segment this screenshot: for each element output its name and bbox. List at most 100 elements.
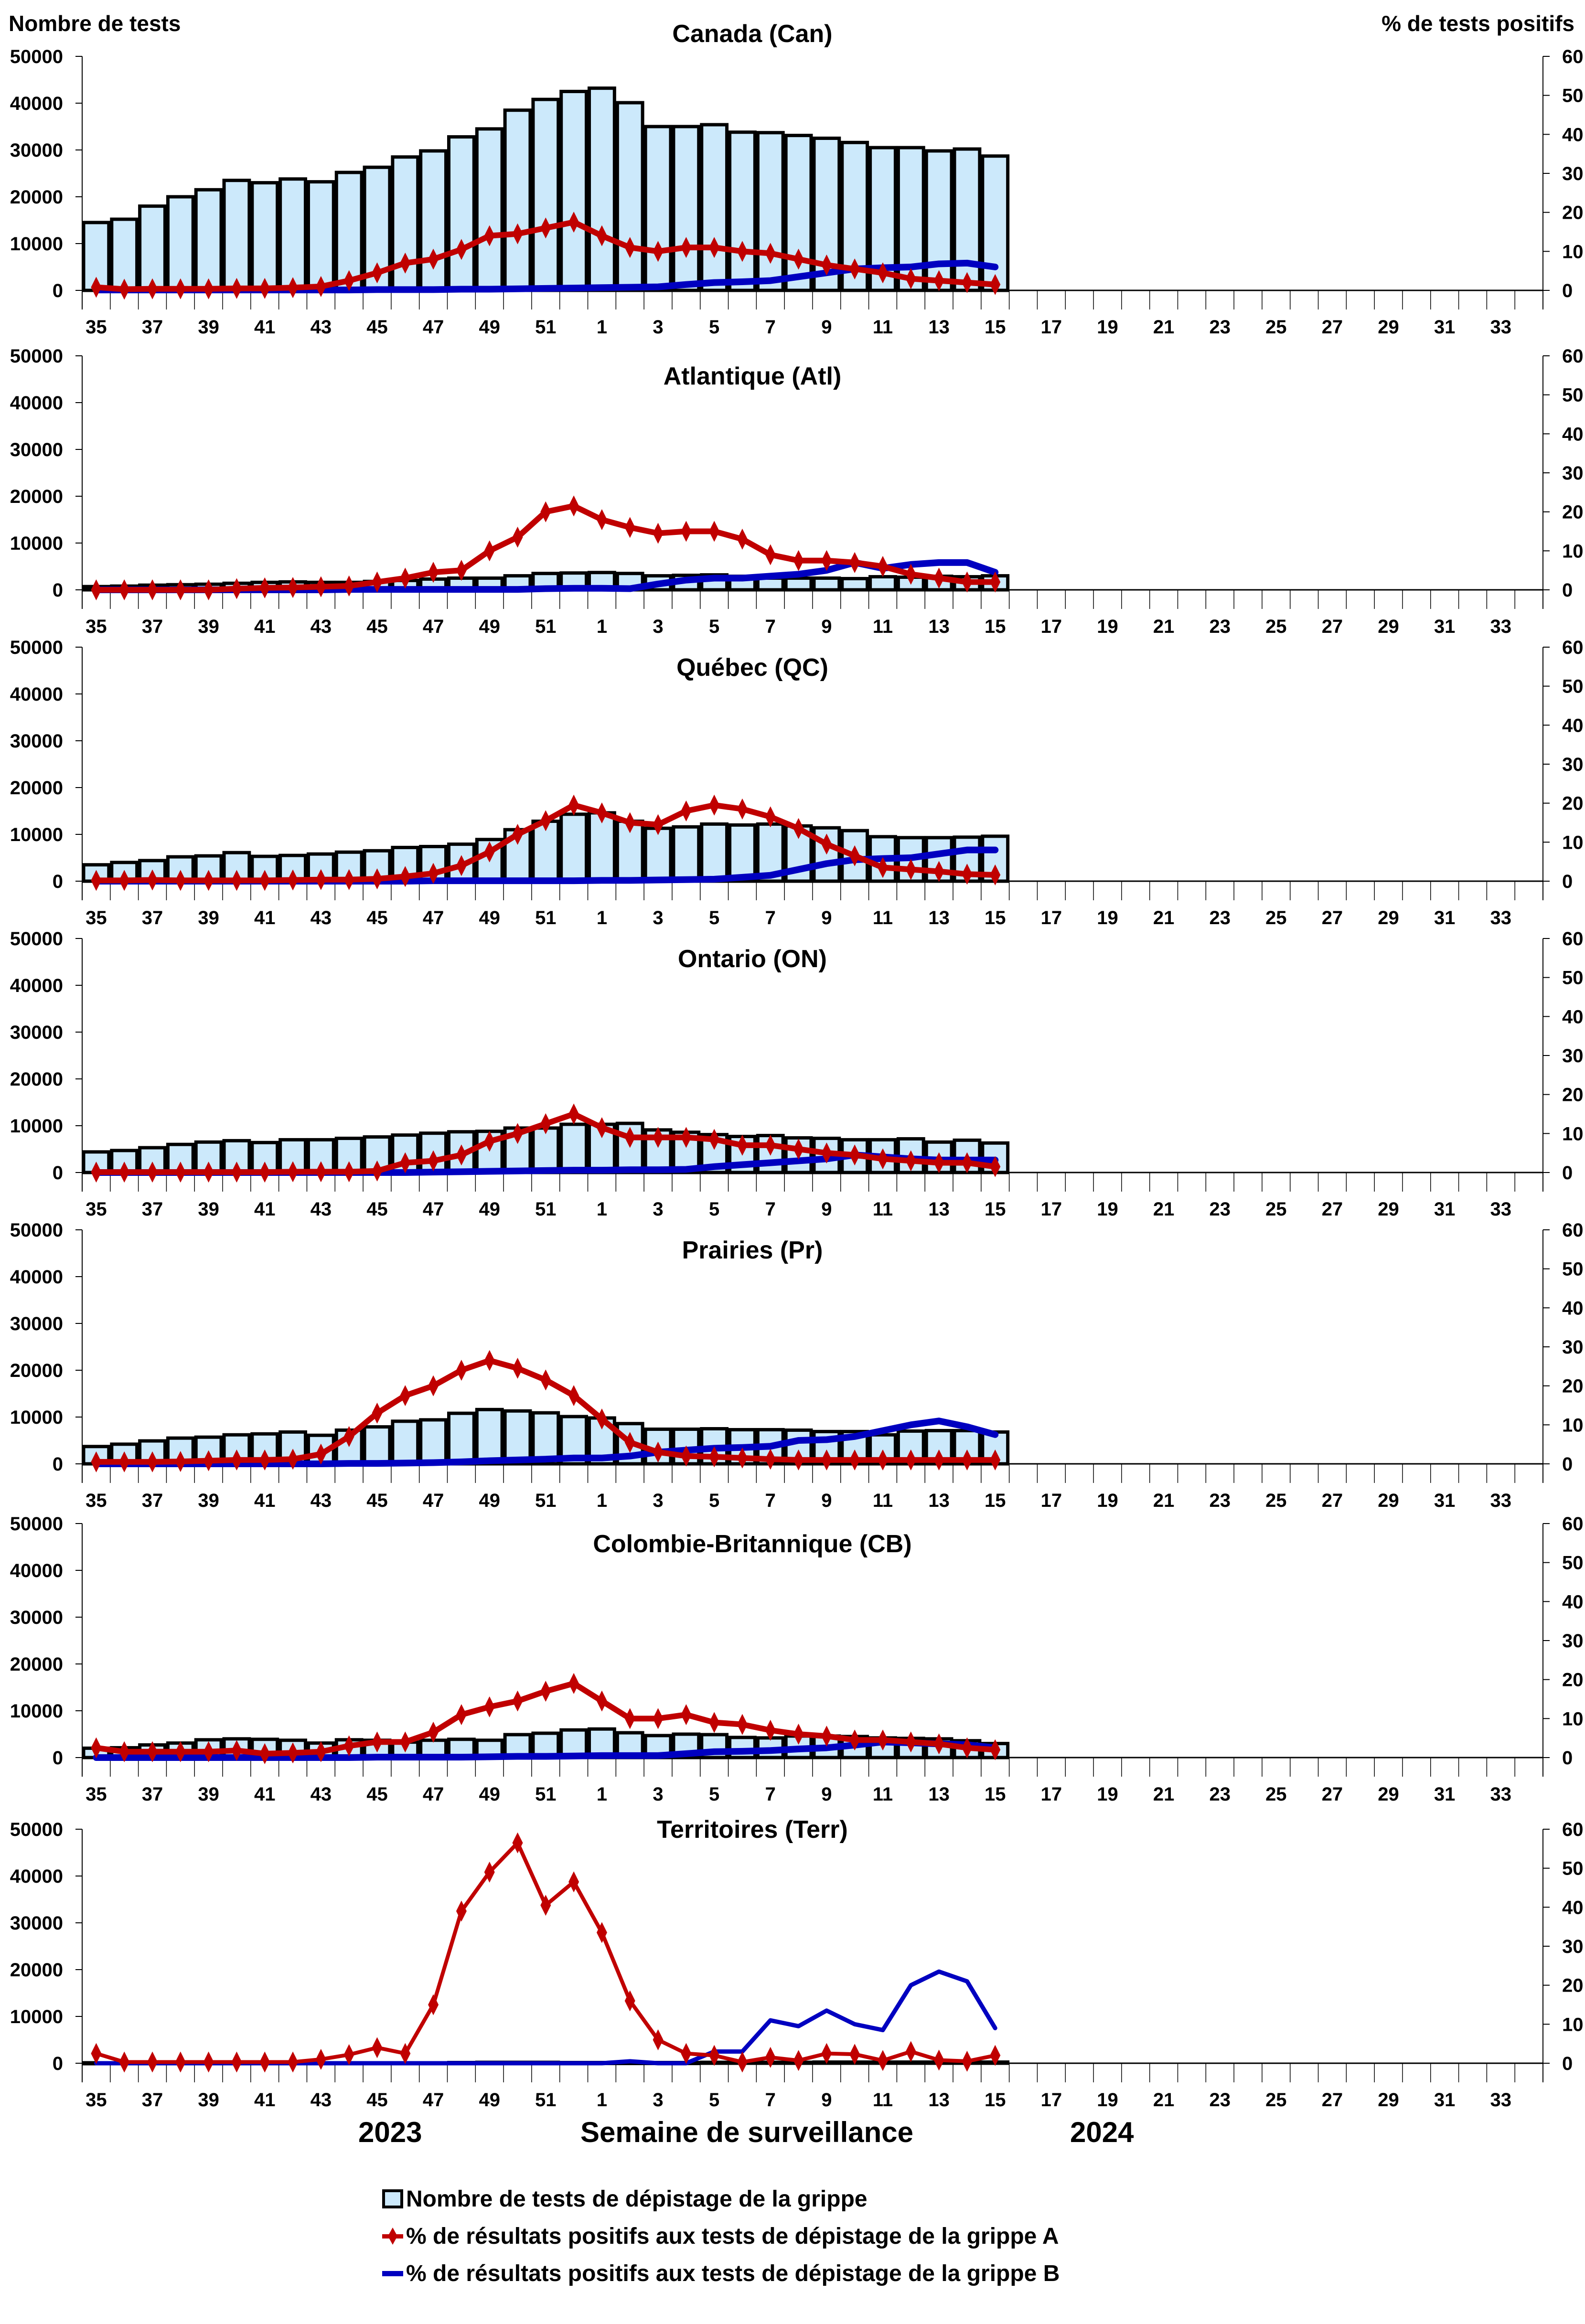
y-left-tick-label: 0 <box>53 2053 63 2074</box>
marker-flu-a-week-46 <box>400 252 411 274</box>
y-left-tick-label: 30000 <box>10 731 63 752</box>
marker-flu-a-week-9 <box>821 2043 832 2064</box>
marker-flu-a-week-38 <box>175 579 186 600</box>
x-tick-label: 45 <box>366 616 388 637</box>
marker-flu-a-week-15 <box>990 1449 1001 1471</box>
marker-flu-a-week-50 <box>512 1690 523 1712</box>
x-tick-label: 13 <box>928 2089 950 2111</box>
bar-tests-week-12 <box>896 2060 925 2065</box>
x-tick-label: 33 <box>1490 2089 1512 2111</box>
x-tick-label: 7 <box>765 1199 776 1220</box>
x-tick-label: 5 <box>709 1199 719 1220</box>
x-tick-label: 29 <box>1378 616 1399 637</box>
x-tick-label: 1 <box>597 2089 607 2111</box>
x-tick-label: 37 <box>142 1784 163 1805</box>
marker-flu-a-week-7 <box>765 243 776 264</box>
marker-flu-a-week-8 <box>793 550 804 571</box>
marker-flu-a-week-52 <box>568 1385 579 1407</box>
marker-flu-a-week-11 <box>878 1148 889 1170</box>
marker-flu-a-week-37 <box>147 1741 158 1762</box>
marker-flu-a-week-38 <box>175 2051 186 2073</box>
marker-flu-a-week-7 <box>765 1134 776 1156</box>
x-tick-label: 25 <box>1265 317 1287 338</box>
y-right-tick-label: 0 <box>1562 871 1573 892</box>
marker-flu-a-week-38 <box>175 278 186 299</box>
marker-flu-a-week-45 <box>372 1402 383 1424</box>
legend-label-tests: Nombre de tests de dépistage de la gripp… <box>406 2186 867 2212</box>
marker-flu-a-week-45 <box>372 1160 383 1182</box>
y-right-tick-label: 10 <box>1562 241 1584 262</box>
marker-flu-a-week-43 <box>315 576 326 597</box>
y-left-tick-label: 30000 <box>10 1913 63 1934</box>
y-left-tick-label: 40000 <box>10 393 63 414</box>
y-left-tick-label: 20000 <box>10 1654 63 1675</box>
y-left-tick-label: 50000 <box>10 1819 63 1840</box>
bar-tests-week-2 <box>615 101 644 292</box>
marker-flu-a-week-12 <box>905 1731 916 1753</box>
marker-flu-a-week-47 <box>428 863 439 884</box>
marker-flu-a-week-46 <box>400 567 411 589</box>
marker-flu-a-week-46 <box>400 866 411 887</box>
x-tick-label: 29 <box>1378 1199 1399 1220</box>
marker-flu-a-week-45 <box>372 868 383 890</box>
marker-flu-a-week-37 <box>147 1451 158 1472</box>
marker-flu-a-week-13 <box>933 1733 944 1755</box>
panel-2: Atlantique (Atl)010000200003000040000500… <box>10 346 1584 637</box>
panel-title: Ontario (ON) <box>678 945 827 973</box>
marker-flu-a-week-43 <box>315 869 326 890</box>
x-tick-label: 11 <box>873 1490 893 1511</box>
x-tick-label: 43 <box>311 1199 332 1220</box>
legend-item-flu-b: % de résultats positifs aux tests de dép… <box>382 2255 1060 2292</box>
x-tick-label: 45 <box>366 1490 388 1511</box>
y-right-tick-label: 30 <box>1562 1337 1584 1358</box>
marker-flu-a-week-6 <box>737 528 748 550</box>
y-right-tick-label: 60 <box>1562 928 1584 949</box>
marker-flu-a-week-45 <box>372 262 383 284</box>
y-left-tick-label: 20000 <box>10 778 63 799</box>
x-tick-label: 41 <box>254 1490 276 1511</box>
x-tick-label: 35 <box>86 2089 107 2111</box>
marker-flu-a-week-42 <box>288 1742 299 1764</box>
marker-flu-a-week-40 <box>231 1162 242 1183</box>
y-left-tick-label: 0 <box>53 1454 63 1475</box>
marker-flu-a-week-12 <box>905 2041 916 2062</box>
marker-flu-a-week-36 <box>119 579 130 600</box>
x-tick-label: 3 <box>653 1784 663 1805</box>
marker-flu-a-week-3 <box>653 1708 664 1729</box>
marker-flu-a-week-42 <box>288 277 299 298</box>
x-tick-label: 25 <box>1265 616 1287 637</box>
y-right-tick-label: 60 <box>1562 1514 1584 1535</box>
marker-flu-a-week-42 <box>288 869 299 891</box>
marker-flu-a-week-52 <box>568 495 579 517</box>
marker-flu-a-week-50 <box>512 1123 523 1144</box>
marker-flu-a-week-46 <box>400 1152 411 1173</box>
x-tick-label: 19 <box>1097 2089 1118 2111</box>
marker-flu-a-week-37 <box>147 579 158 600</box>
bar-tests-week-6 <box>728 823 757 883</box>
marker-flu-a-week-13 <box>933 270 944 291</box>
y-left-tick-label: 0 <box>53 871 63 892</box>
marker-flu-a-week-44 <box>343 869 354 890</box>
marker-flu-a-week-8 <box>793 248 804 270</box>
x-tick-label: 21 <box>1153 1784 1175 1805</box>
x-tick-label: 21 <box>1153 1490 1175 1511</box>
marker-flu-a-week-6 <box>737 1447 748 1469</box>
x-tick-label: 17 <box>1041 907 1062 928</box>
x-tick-label: 27 <box>1322 317 1343 338</box>
marker-flu-a-week-44 <box>343 270 354 291</box>
x-tick-label: 3 <box>653 616 663 637</box>
x-tick-label: 47 <box>423 907 444 928</box>
marker-flu-a-week-51 <box>540 1369 551 1391</box>
marker-flu-a-week-6 <box>737 241 748 262</box>
y-right-tick-label: 50 <box>1562 1553 1584 1574</box>
y-left-tick-label: 30000 <box>10 1313 63 1334</box>
y-right-tick-label: 30 <box>1562 463 1584 484</box>
marker-flu-a-week-38 <box>175 1162 186 1183</box>
x-tick-label: 29 <box>1378 2089 1399 2111</box>
x-tick-label: 21 <box>1153 616 1175 637</box>
y-left-tick-label: 10000 <box>10 1116 63 1137</box>
x-tick-label: 47 <box>423 1490 444 1511</box>
x-axis-title: Semaine de surveillance <box>580 2116 914 2148</box>
y-right-tick-label: 0 <box>1562 1454 1573 1475</box>
x-tick-label: 33 <box>1490 1199 1512 1220</box>
